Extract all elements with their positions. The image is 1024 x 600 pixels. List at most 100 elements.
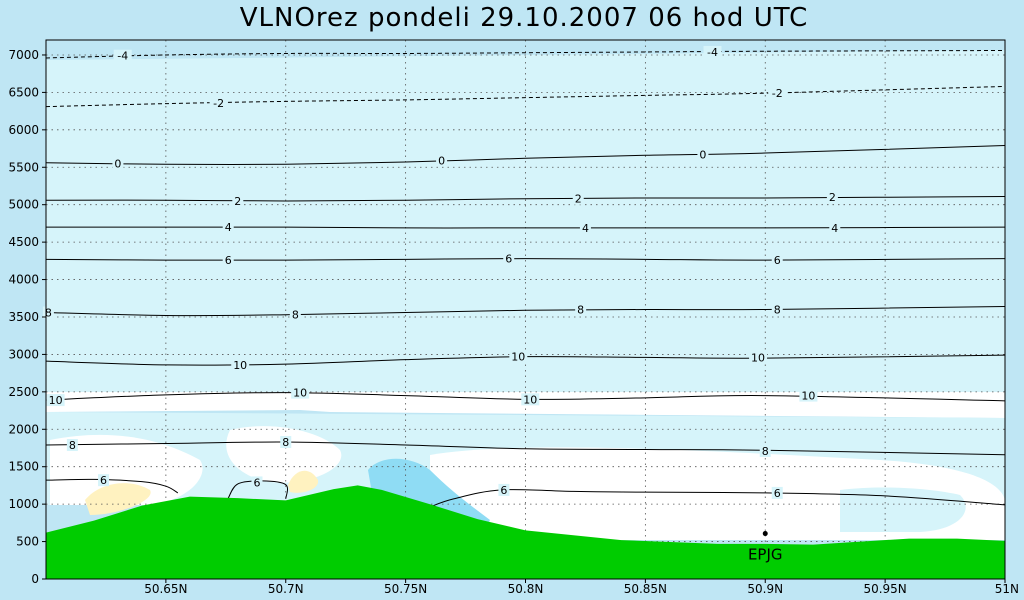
contour-label: 2 [234,195,241,208]
x-tick-label: 50.9N [747,582,783,596]
contour-label-bg [521,393,540,406]
contour-label: 10 [293,387,307,400]
contour-label-bg [572,192,584,205]
contour-label: 10 [49,394,63,407]
contour-label-bg [799,389,818,402]
contour-label: 4 [831,222,838,235]
y-tick-label: 4000 [8,273,39,287]
contour-line [45,478,179,494]
y-tick-label: 2000 [8,422,39,436]
contour-label: 6 [100,474,107,487]
contour-label: -4 [117,50,128,63]
x-tick-label: 50.75N [384,582,427,596]
contour-label: 8 [577,304,584,317]
contour-label: 0 [699,149,706,162]
contour-line [429,489,1006,508]
y-tick-label: 1500 [8,460,39,474]
y-tick-label: 500 [16,535,39,549]
contour-label-bg [66,438,78,451]
contour-label: 6 [774,487,781,500]
y-tick-label: 7000 [8,48,39,62]
contour-label-bg [703,45,722,58]
x-tick-label: 50.95N [863,582,906,596]
contour-label-bg [46,394,65,407]
chart-title: VLNOrez pondeli 29.10.2007 06 hod UTC [240,3,809,33]
y-tick-label: 1000 [8,497,39,511]
contour-label-bg [575,303,587,316]
contour-line [45,441,1006,456]
contour-line [45,392,1006,402]
x-tick-label: 51N [995,582,1019,596]
contour-label-bg [829,221,841,234]
contour-label: -4 [707,46,718,59]
contour-label: 8 [292,309,299,322]
contour-label: 4 [582,222,589,235]
station-markers: EPJG [748,531,783,564]
contour-label: 6 [505,253,512,266]
contour-label: 10 [801,390,815,403]
y-tick-label: 6500 [8,85,39,99]
contour-line [45,145,1006,166]
contour-line [46,226,1006,229]
contour-label: 10 [751,351,765,364]
contour-label: 2 [575,193,582,206]
contour-label-bg [509,350,528,363]
contour-label: 0 [438,155,445,168]
contour-label: 10 [233,359,247,372]
y-tick-label: 6000 [8,123,39,137]
terrain-layer [46,485,1005,579]
contour-lines [45,49,1006,508]
contour-label: -2 [213,97,224,110]
y-axis: 0 500 1000 1500 2000 2500 3000 3500 4000 4500 5000… [8,48,46,586]
x-tick-label: 50.7N [268,582,304,596]
contour-label: 8 [282,436,289,449]
station-dot [762,531,768,537]
contour-line [45,354,1006,366]
contour-line [45,195,1006,202]
y-tick-label: 3000 [8,347,39,361]
contour-line [45,49,1006,59]
contour-label: 6 [253,476,260,489]
contour-label-bg [222,221,234,234]
y-tick-label: 5000 [8,198,39,212]
clear-patch-left [50,434,203,505]
contour-label: 6 [225,254,232,267]
station-label: EPJG [748,546,783,564]
contour-label-bg [503,252,515,265]
x-axis: 50.65N 50.7N 50.75N 50.8N 50.85N 50.9N 50.95N 5… [144,579,1019,596]
contour-label: 0 [114,158,121,171]
contour-label: 6 [774,254,781,267]
contour-label: 8 [69,439,76,452]
light-patch-right [840,487,966,532]
contour-label: 10 [523,393,537,406]
contour-label-bg [232,194,244,207]
contour-label: 8 [45,306,52,319]
y-tick-label: 4500 [8,235,39,249]
contour-label: 8 [762,445,769,458]
terrain-profile [46,485,1005,579]
y-tick-label: 5500 [8,160,39,174]
clear-patch-mid [226,426,342,483]
contour-label-bg [498,483,510,496]
contour-label: 8 [774,304,781,317]
warm-patch-mid [288,470,319,493]
x-tick-label: 50.65N [144,582,187,596]
contour-label: 4 [225,221,232,234]
upper-light-band [46,50,1005,392]
contour-label-bg [291,386,310,399]
contour-label-bg [280,436,292,449]
contour-label: 10 [511,351,525,364]
contour-label-bg [251,476,263,489]
contour-label: 6 [500,484,507,497]
shading-layer [46,50,1005,540]
x-tick-label: 50.85N [624,582,667,596]
y-tick-label: 2500 [8,385,39,399]
contour-label-bg [209,96,228,109]
contour-label-bg [42,306,54,319]
x-tick-label: 50.8N [508,582,544,596]
y-tick-label: 0 [31,572,39,586]
contour-label-bg [768,87,787,100]
contour-label-bg [112,157,124,170]
